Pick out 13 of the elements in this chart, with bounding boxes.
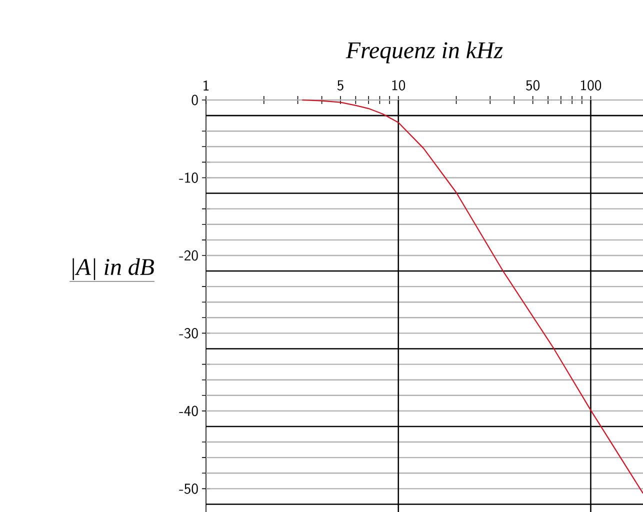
x-tick-label: 10 xyxy=(392,80,406,90)
x-tick-label: 50 xyxy=(526,80,540,90)
y-tick-label: 0 xyxy=(192,94,198,106)
x-tick-label: 100 xyxy=(581,80,602,90)
y-tick-label: -40 xyxy=(179,406,198,416)
y-tick-label: -50 xyxy=(179,483,198,494)
x-tick-label: 1 xyxy=(204,80,209,90)
y-axis-title: |A| in dB xyxy=(72,258,154,280)
y-tick-label: -10 xyxy=(179,172,198,183)
y-tick-label: -30 xyxy=(179,328,198,338)
y-tick-label: -20 xyxy=(179,250,198,261)
x-axis-title: Frequenz in kHz xyxy=(346,42,503,64)
x-tick-label: 5 xyxy=(337,80,344,90)
